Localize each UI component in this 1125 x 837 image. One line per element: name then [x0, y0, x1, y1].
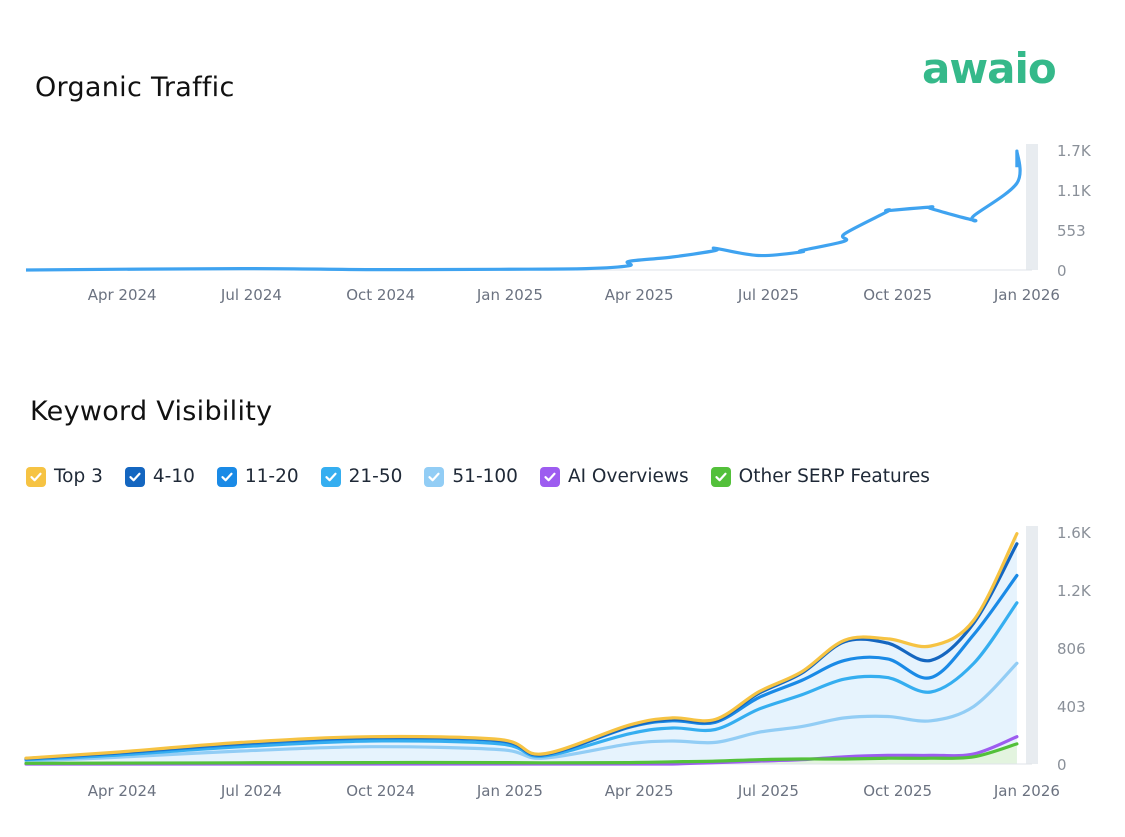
visibility-x-tick: Jan 2026 — [993, 782, 1060, 800]
legend-label: 11-20 — [244, 466, 299, 487]
visibility-x-tick: Oct 2025 — [863, 782, 932, 800]
checkbox-check-icon[interactable] — [124, 466, 145, 487]
checkbox-check-icon[interactable] — [216, 466, 237, 487]
traffic-x-tick: Jul 2025 — [737, 286, 799, 304]
legend-item-4-10[interactable]: 4-10 — [124, 466, 195, 487]
legend-item-21-50[interactable]: 21-50 — [320, 466, 403, 487]
keyword-visibility-chart[interactable]: 1.6K 1.2K 806 403 0 Apr 2024 Jul 2024 Oct 2024 J… — [0, 520, 1125, 810]
checkbox-check-icon[interactable] — [710, 466, 731, 487]
organic-traffic-line — [25, 149, 1022, 272]
keyword-visibility-legend: Top 3 4-10 11-20 21-50 51-100 AI Overviews Oth… — [26, 466, 952, 487]
legend-label: 4-10 — [152, 466, 195, 487]
visibility-y-tick: 806 — [1057, 640, 1086, 658]
other-serp-area-fill — [26, 743, 1017, 764]
visibility-x-tick: Apr 2024 — [88, 782, 157, 800]
traffic-x-tick: Jul 2024 — [220, 286, 282, 304]
visibility-hover-strip — [1026, 526, 1038, 764]
traffic-y-tick: 1.1K — [1057, 182, 1092, 200]
checkbox-check-icon[interactable] — [424, 466, 445, 487]
legend-item-ai-overviews[interactable]: AI Overviews — [539, 466, 689, 487]
visibility-x-tick: Apr 2025 — [605, 782, 674, 800]
series-line-21-50 — [24, 601, 1019, 762]
traffic-x-tick: Apr 2024 — [88, 286, 157, 304]
checkbox-check-icon[interactable] — [320, 466, 341, 487]
traffic-y-tick: 1.7K — [1057, 142, 1092, 160]
legend-item-top-3[interactable]: Top 3 — [26, 466, 103, 487]
traffic-y-tick: 553 — [1057, 222, 1086, 240]
visibility-x-tick: Jul 2024 — [220, 782, 282, 800]
traffic-x-tick: Oct 2025 — [863, 286, 932, 304]
visibility-y-tick: 0 — [1057, 756, 1067, 774]
visibility-x-tick: Oct 2024 — [346, 782, 415, 800]
legend-item-51-100[interactable]: 51-100 — [424, 466, 518, 487]
traffic-x-tick: Jan 2025 — [476, 286, 543, 304]
legend-label: Other SERP Features — [738, 466, 930, 487]
visibility-x-tick: Jul 2025 — [737, 782, 799, 800]
legend-label: AI Overviews — [567, 466, 689, 487]
legend-item-other-serp-features[interactable]: Other SERP Features — [710, 466, 930, 487]
legend-label: 51-100 — [452, 466, 518, 487]
visibility-x-tick: Jan 2025 — [476, 782, 543, 800]
series-line-51-100 — [24, 661, 1019, 763]
visibility-y-tick: 1.2K — [1057, 582, 1092, 600]
keyword-visibility-title: Keyword Visibility — [30, 396, 273, 427]
traffic-x-tick: Jan 2026 — [993, 286, 1060, 304]
legend-label: 21-50 — [348, 466, 403, 487]
series-line-other-serp-features — [24, 742, 1019, 765]
legend-label: Top 3 — [54, 466, 103, 487]
legend-item-11-20[interactable]: 11-20 — [216, 466, 299, 487]
checkbox-check-icon[interactable] — [539, 466, 560, 487]
awaio-logo: awaio — [922, 44, 1057, 93]
traffic-x-tick: Apr 2025 — [605, 286, 674, 304]
visibility-y-tick: 1.6K — [1057, 524, 1092, 542]
traffic-y-tick: 0 — [1057, 262, 1067, 280]
visibility-area-fill — [26, 533, 1017, 764]
organic-traffic-chart[interactable]: 1.7K 1.1K 553 0 Apr 2024 Jul 2024 Oct 2024 Jan … — [0, 130, 1125, 315]
traffic-x-tick: Oct 2024 — [346, 286, 415, 304]
series-line-top-3 — [24, 532, 1019, 760]
traffic-hover-strip — [1026, 144, 1038, 270]
visibility-y-tick: 403 — [1057, 698, 1086, 716]
checkbox-check-icon[interactable] — [26, 466, 46, 487]
organic-traffic-title: Organic Traffic — [35, 72, 235, 103]
